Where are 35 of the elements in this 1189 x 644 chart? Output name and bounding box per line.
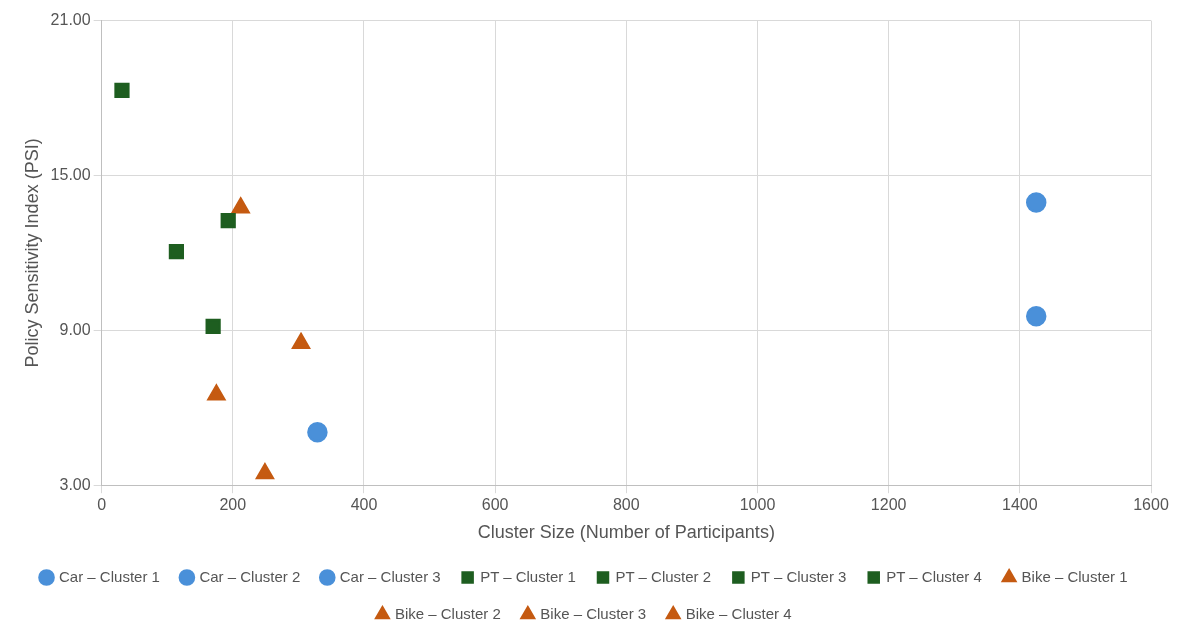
point xyxy=(220,213,236,229)
y-tick-label: 3.00 xyxy=(59,475,91,493)
legend-label: Bike – Cluster 3 xyxy=(540,604,647,622)
point xyxy=(1025,192,1047,213)
point xyxy=(114,82,130,98)
legend-label: Bike – Cluster 2 xyxy=(394,604,501,622)
legend-label: Car – Cluster 3 xyxy=(339,567,441,585)
point xyxy=(207,384,226,401)
point xyxy=(205,318,221,335)
x-tick-label: 1400 xyxy=(1002,496,1038,514)
legend-label: Car – Cluster 1 xyxy=(59,567,160,585)
legend-label: PT – Cluster 2 xyxy=(615,567,712,585)
legend-label: Bike – Cluster 4 xyxy=(685,604,792,622)
x-tick-label: 600 xyxy=(481,496,509,514)
y-tick-label: 15.00 xyxy=(50,165,91,183)
legend-label: Bike – Cluster 1 xyxy=(1021,567,1128,585)
x-tick-label: 1600 xyxy=(1133,496,1169,514)
x-tick-label: 800 xyxy=(612,496,640,514)
point xyxy=(1025,305,1047,327)
x-tick-label: 0 xyxy=(97,496,107,514)
legend-label: Car – Cluster 2 xyxy=(199,567,301,585)
y-tick-label: 21.00 xyxy=(50,11,91,29)
legend-label: PT – Cluster 3 xyxy=(750,567,847,585)
y-axis-title: Policy Sensitivity Index (PSI) xyxy=(21,138,42,368)
x-tick-label: 1200 xyxy=(870,496,907,514)
point xyxy=(255,463,274,480)
x-tick-label: 200 xyxy=(219,496,247,514)
x-tick-label: 1000 xyxy=(739,496,776,514)
legend-label: PT – Cluster 4 xyxy=(886,567,982,585)
x-axis-title: Cluster Size (Number of Participants) xyxy=(477,522,775,543)
point xyxy=(307,422,328,443)
legend-label: PT – Cluster 1 xyxy=(480,567,576,585)
point xyxy=(168,244,185,260)
y-tick-label: 9.00 xyxy=(59,320,91,338)
x-tick-label: 400 xyxy=(350,496,378,514)
